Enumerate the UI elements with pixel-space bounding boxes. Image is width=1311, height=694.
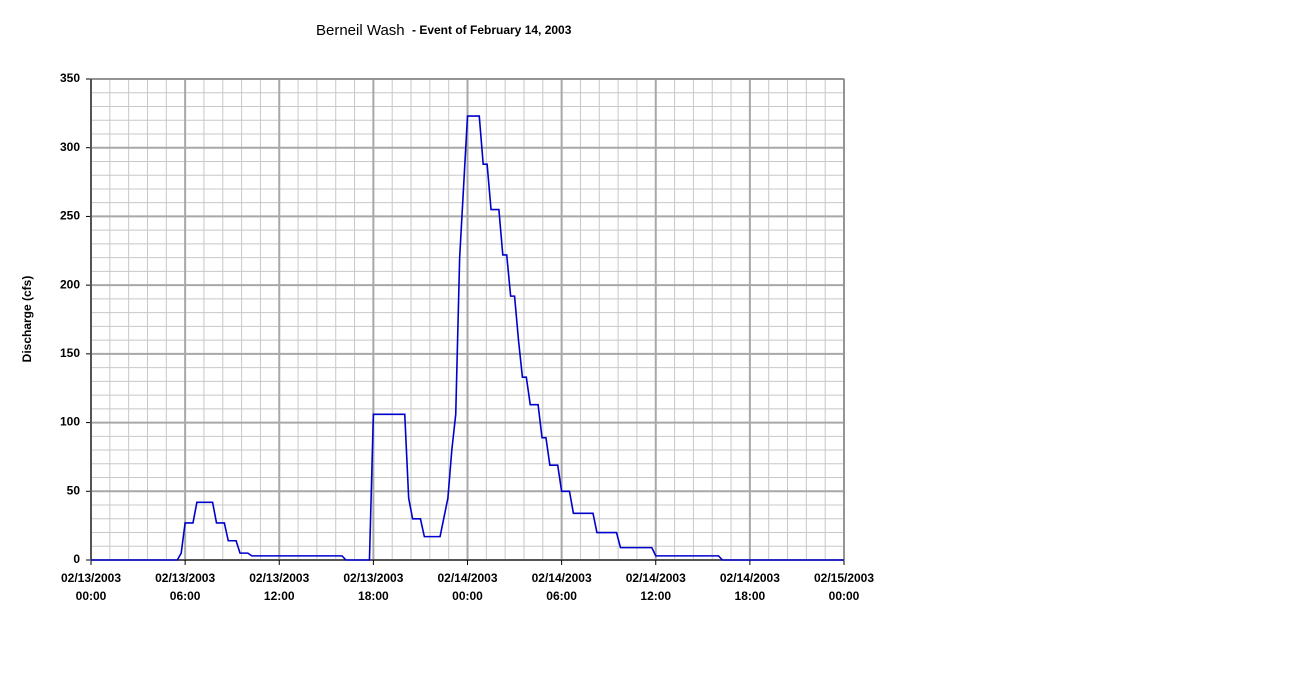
x-tick-label: 02/13/2003 06:00 — [155, 571, 215, 603]
x-tick-label-line: 18:00 — [358, 589, 389, 603]
x-tick-label-line: 00:00 — [452, 589, 483, 603]
y-tick-label: 0 — [73, 552, 80, 566]
y-tick-label: 150 — [60, 346, 80, 360]
y-tick-label: 350 — [60, 71, 80, 85]
chart-title: Berneil Wash — [316, 22, 405, 39]
x-tick-label-line: 12:00 — [640, 589, 671, 603]
y-axis-label: Discharge (cfs) — [20, 276, 34, 363]
y-tick-label: 300 — [60, 140, 80, 154]
x-tick-label: 02/14/2003 18:00 — [720, 571, 780, 603]
x-tick-label-line: 02/13/2003 — [343, 571, 403, 585]
x-tick-label-line: 00:00 — [829, 589, 860, 603]
x-tick-label-line: 02/13/2003 — [61, 571, 121, 585]
x-tick-label-line: 02/14/2003 — [626, 571, 686, 585]
x-tick-label-line: 02/14/2003 — [437, 571, 497, 585]
x-tick-label-line: 06:00 — [170, 589, 201, 603]
y-tick-label: 200 — [60, 277, 80, 291]
chart-subtitle: - Event of February 14, 2003 — [412, 23, 572, 37]
data-line — [91, 115, 844, 561]
x-tick-label: 02/14/2003 06:00 — [532, 571, 592, 603]
x-tick-label-line: 00:00 — [76, 589, 107, 603]
x-tick-label: 02/14/2003 12:00 — [626, 571, 686, 603]
x-tick-label: 02/13/2003 00:00 — [61, 571, 121, 603]
x-tick-label: 02/13/2003 18:00 — [343, 571, 403, 603]
x-tick-label-line: 18:00 — [735, 589, 766, 603]
x-tick-label: 02/14/2003 00:00 — [437, 571, 497, 603]
y-tick-label: 50 — [67, 483, 81, 497]
y-tick-label: 250 — [60, 209, 80, 223]
x-tick-label: 02/15/2003 00:00 — [814, 571, 874, 603]
x-tick-label-line: 02/13/2003 — [155, 571, 215, 585]
x-tick-label-line: 02/13/2003 — [249, 571, 309, 585]
x-tick-label: 02/13/2003 12:00 — [249, 571, 309, 603]
x-tick-label-line: 02/15/2003 — [814, 571, 874, 585]
y-tick-label: 100 — [60, 415, 80, 429]
x-tick-label-line: 02/14/2003 — [720, 571, 780, 585]
chart-title-group: Berneil Wash - Event of February 14, 200… — [316, 22, 572, 39]
x-tick-label-line: 06:00 — [546, 589, 577, 603]
x-tick-label-line: 12:00 — [264, 589, 295, 603]
x-tick-label-line: 02/14/2003 — [532, 571, 592, 585]
